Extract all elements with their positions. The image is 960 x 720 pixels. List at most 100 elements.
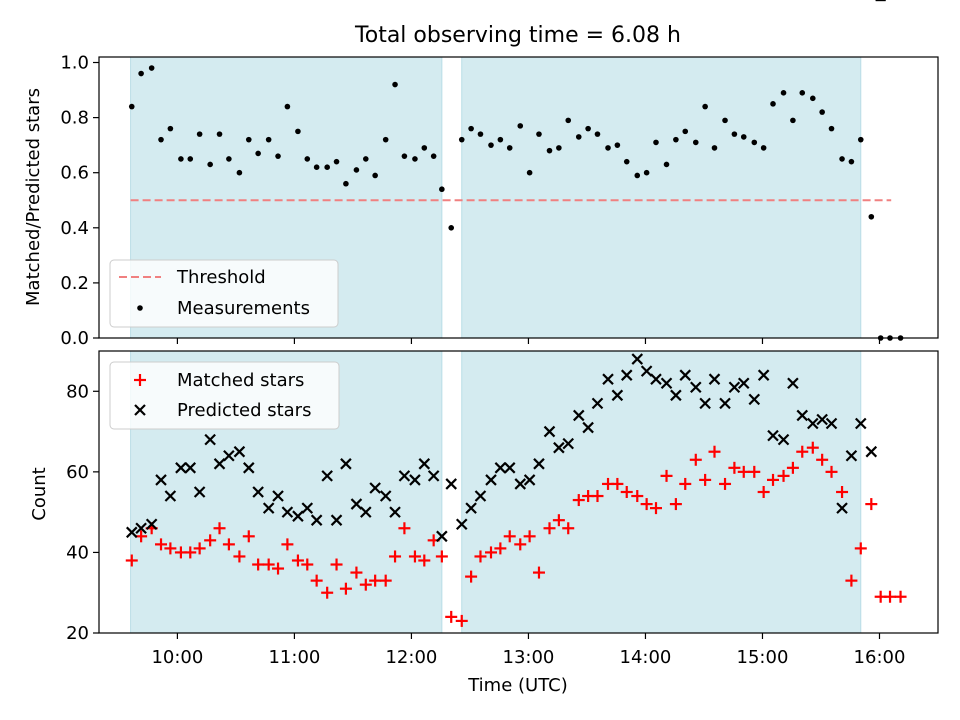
predicted-star-point bbox=[252, 486, 264, 498]
matched-star-point bbox=[474, 550, 487, 563]
predicted-star-point bbox=[816, 413, 828, 426]
matched-legend-label: Matched stars bbox=[177, 370, 304, 391]
predicted-star-point bbox=[389, 506, 401, 518]
measurement-point bbox=[711, 145, 718, 151]
y-tick-label: 60 bbox=[66, 462, 89, 483]
matched-star-point bbox=[359, 578, 372, 591]
observing-window-2 bbox=[461, 56, 862, 339]
matched-star-point bbox=[291, 554, 304, 567]
y-tick-label: 0.4 bbox=[60, 218, 89, 239]
predicted-star-point bbox=[650, 373, 662, 385]
predicted-star-point bbox=[737, 377, 750, 390]
measurement-point bbox=[819, 109, 825, 115]
measurement-point bbox=[324, 164, 330, 170]
predicted-star-point bbox=[807, 417, 819, 430]
observing-window-2 bbox=[461, 350, 862, 634]
bottom-panel-frame bbox=[98, 350, 939, 634]
measurement-point bbox=[488, 142, 494, 148]
measurement-point bbox=[167, 125, 174, 132]
measurement-point bbox=[382, 136, 389, 143]
measurement-point bbox=[682, 128, 689, 135]
top-legend-box bbox=[109, 259, 339, 328]
measurement-point bbox=[605, 145, 611, 151]
measurement-point bbox=[790, 117, 796, 124]
measurement-point bbox=[839, 156, 845, 162]
measurements-legend-swatch bbox=[137, 305, 143, 311]
measurement-point bbox=[401, 153, 408, 159]
y-tick-label: 80 bbox=[66, 381, 89, 402]
predicted-star-point bbox=[262, 502, 275, 514]
matched-star-point bbox=[310, 574, 323, 587]
measurement-point bbox=[634, 172, 641, 179]
measurement-point bbox=[196, 131, 203, 137]
predicted-star-point bbox=[213, 458, 226, 470]
predicted-star-point bbox=[436, 530, 448, 543]
bottom-legend-box bbox=[109, 361, 340, 430]
bottom-panel-y-label: Count bbox=[29, 467, 50, 520]
predicted-star-point bbox=[145, 518, 158, 531]
top-panel-y-label: Matched/Predicted stars bbox=[23, 88, 44, 306]
matched-star-point bbox=[865, 498, 878, 511]
measurement-point bbox=[372, 172, 378, 179]
predicted-star-point bbox=[379, 490, 392, 502]
matched-star-point bbox=[379, 574, 392, 587]
predicted-star-point bbox=[728, 381, 741, 394]
measurement-point bbox=[828, 125, 835, 132]
predicted-star-point bbox=[243, 462, 255, 474]
measurement-point bbox=[780, 90, 787, 96]
matched-star-point bbox=[155, 538, 168, 551]
matched-star-point bbox=[708, 445, 721, 458]
matched-star-point bbox=[389, 550, 402, 563]
measurement-point bbox=[575, 134, 582, 140]
matched-star-point bbox=[369, 574, 382, 587]
matched-star-point bbox=[532, 566, 545, 579]
measurement-point bbox=[546, 147, 553, 154]
matched-star-point bbox=[262, 558, 275, 571]
predicted-star-point bbox=[854, 417, 867, 430]
measurement-point bbox=[614, 142, 621, 148]
measurement-point bbox=[556, 145, 562, 151]
measurement-point bbox=[857, 136, 864, 143]
matched-star-point bbox=[398, 522, 411, 535]
measurement-point bbox=[412, 156, 418, 162]
predicted-star-point bbox=[193, 486, 206, 498]
predicted-star-point bbox=[360, 506, 372, 518]
matched-star-point bbox=[503, 530, 516, 543]
measurement-point bbox=[497, 136, 504, 143]
measurement-point bbox=[740, 134, 747, 140]
predicted-star-point bbox=[409, 474, 421, 486]
matched-star-point bbox=[435, 550, 448, 563]
matched-star-point bbox=[611, 477, 624, 490]
matched-star-point bbox=[330, 558, 343, 571]
top-panel-y-ticks: 0.0 0.2 0.4 0.6 0.8 1.0 bbox=[60, 53, 99, 349]
predicted-star-point bbox=[825, 417, 838, 430]
measurement-point bbox=[343, 180, 349, 187]
matched-star-point bbox=[825, 465, 838, 478]
predicted-star-point bbox=[787, 377, 799, 390]
measurement-point bbox=[770, 101, 776, 107]
predicted-star-point bbox=[690, 381, 702, 394]
predicted-star-point bbox=[533, 458, 545, 470]
x-tick-label: 12:00 bbox=[385, 647, 437, 668]
matched-star-point bbox=[213, 522, 226, 535]
measurement-point bbox=[207, 161, 213, 168]
measurement-point bbox=[284, 103, 291, 110]
matched-star-point bbox=[816, 453, 829, 466]
matched-star-point bbox=[737, 465, 750, 478]
matched-star-point bbox=[679, 477, 692, 490]
measurement-point bbox=[673, 136, 679, 143]
matched-star-point bbox=[836, 486, 849, 498]
matched-star-point bbox=[514, 538, 527, 551]
matched-star-point bbox=[777, 469, 790, 482]
matched-legend-swatch bbox=[134, 374, 146, 386]
matched-star-point bbox=[465, 570, 478, 583]
measurement-point bbox=[702, 103, 708, 110]
measurement-point bbox=[731, 131, 738, 137]
bottom-panel-legend: Matched stars Predicted stars bbox=[109, 361, 340, 430]
predicted-star-point bbox=[164, 490, 177, 502]
predicted-legend-label: Predicted stars bbox=[177, 400, 311, 421]
predicted-star-point bbox=[602, 373, 614, 385]
measurement-point bbox=[265, 136, 272, 143]
measurement-point bbox=[663, 161, 670, 168]
measurement-point bbox=[722, 117, 728, 124]
